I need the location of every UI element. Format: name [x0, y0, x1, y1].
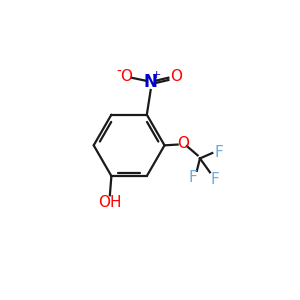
Text: F: F [210, 172, 219, 187]
Text: O: O [177, 136, 189, 151]
Text: +: + [152, 70, 161, 80]
Text: O: O [120, 69, 132, 84]
Text: OH: OH [98, 195, 122, 210]
Text: F: F [215, 145, 224, 160]
Text: -: - [117, 65, 122, 79]
Text: N: N [144, 73, 158, 91]
Text: F: F [189, 170, 197, 185]
Text: O: O [170, 69, 182, 84]
